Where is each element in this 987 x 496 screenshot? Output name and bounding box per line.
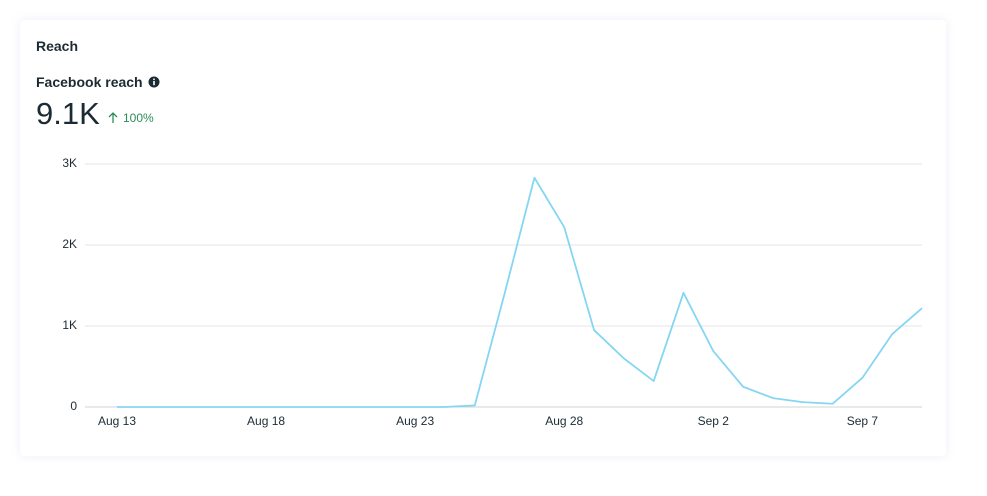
x-tick-label: Aug 23 xyxy=(396,414,434,428)
y-tick-label: 2K xyxy=(62,237,77,251)
metric-row: Facebook reach xyxy=(36,74,160,90)
metric-total: 9.1K xyxy=(36,96,100,131)
card: Reach Facebook reach 9.1K 100% xyxy=(20,20,946,456)
info-icon[interactable] xyxy=(148,76,160,88)
up-arrow-icon xyxy=(108,112,118,123)
y-tick-label: 3K xyxy=(62,156,77,170)
card-title: Reach xyxy=(36,38,79,54)
x-tick-label: Aug 13 xyxy=(98,414,136,428)
y-tick-label: 1K xyxy=(62,318,77,332)
x-tick-label: Aug 18 xyxy=(247,414,285,428)
line-series xyxy=(117,176,923,408)
x-tick-label: Sep 7 xyxy=(847,414,879,428)
metric-name: Facebook reach xyxy=(36,74,143,90)
metric-change: 100% xyxy=(108,111,154,125)
x-tick-label: Sep 2 xyxy=(698,414,730,428)
y-tick-label: 0 xyxy=(70,399,77,413)
x-tick-label: Aug 28 xyxy=(545,414,583,428)
change-value: 100% xyxy=(123,111,154,125)
